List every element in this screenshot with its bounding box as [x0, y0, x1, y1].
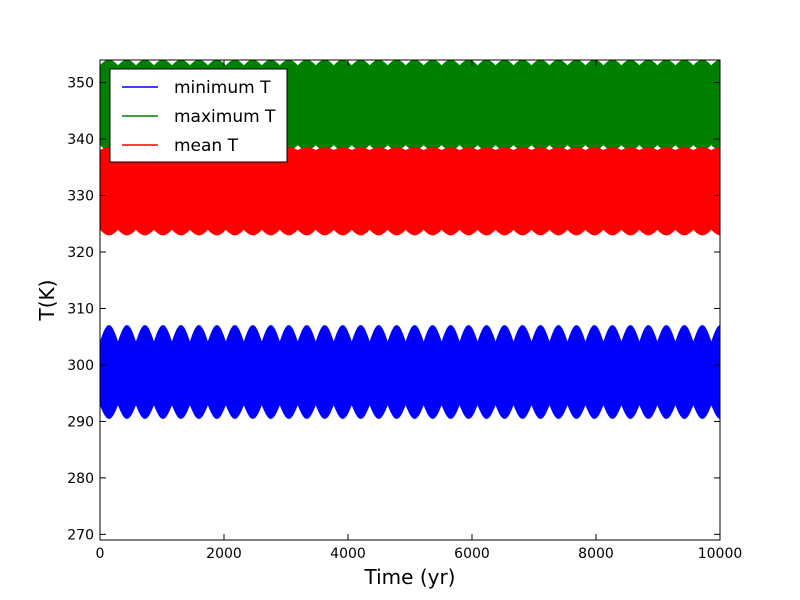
x-axis-ticks: 0 2000 4000 6000 8000 10000 — [96, 60, 743, 562]
x-axis-label: Time (yr) — [364, 565, 456, 589]
legend-label-minimum: minimum T — [174, 78, 271, 98]
y-tick-label: 330 — [67, 189, 94, 205]
x-tick-label: 10000 — [698, 546, 743, 562]
x-tick-label: 6000 — [454, 546, 490, 562]
y-tick-label: 300 — [67, 358, 94, 374]
x-tick-label: 8000 — [578, 546, 614, 562]
y-tick-label: 270 — [67, 527, 94, 543]
series-band-mean-t — [100, 147, 720, 236]
legend: minimum T maximum T mean T — [109, 68, 288, 163]
series-band-minimum-t — [100, 325, 720, 419]
legend-label-mean: mean T — [174, 136, 239, 156]
x-tick-label: 2000 — [206, 546, 242, 562]
y-tick-label: 320 — [67, 245, 94, 261]
y-tick-label: 290 — [67, 414, 94, 430]
legend-label-maximum: maximum T — [174, 107, 276, 127]
y-tick-label: 340 — [67, 132, 94, 148]
plot-frame — [99, 59, 721, 541]
y-tick-label: 310 — [67, 301, 94, 317]
y-axis-label: T(K) — [35, 280, 59, 322]
y-axis-ticks: 270 280 290 300 310 320 330 340 350 — [67, 76, 720, 543]
y-tick-label: 280 — [67, 471, 94, 487]
x-tick-label: 4000 — [330, 546, 366, 562]
x-tick-label: 0 — [96, 546, 105, 562]
y-tick-label: 350 — [67, 76, 94, 92]
